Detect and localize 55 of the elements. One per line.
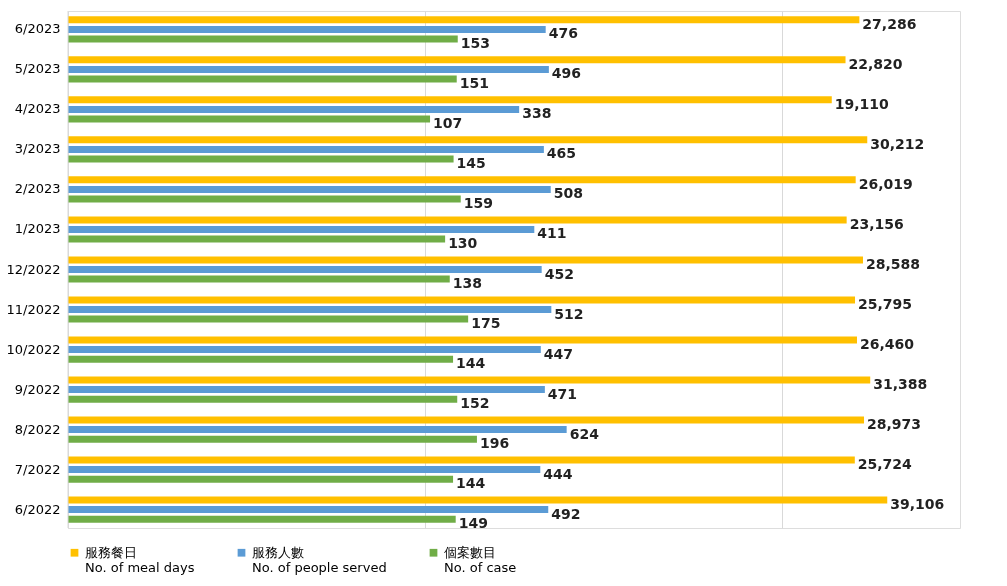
y-tick-label: 8/2022 [14,421,61,437]
data-label: 151 [459,75,489,92]
data-label: 447 [543,345,574,362]
data-label: 19,110 [834,95,890,112]
data-label: 196 [479,435,510,452]
data-label: 28,973 [867,415,922,432]
data-label: 26,460 [859,335,915,352]
data-label: 508 [553,185,583,202]
data-label: 25,724 [857,455,913,472]
data-label: 25,795 [858,295,913,312]
data-label: 30,212 [870,135,925,152]
y-tick-label: 9/2022 [14,381,61,397]
data-label: 444 [543,465,573,482]
data-label: 130 [448,235,478,252]
data-label: 624 [569,425,600,442]
legend-label: 個案數目 No. of case [444,544,517,575]
y-tick-label: 10/2022 [6,341,61,357]
y-tick-label: 6/2022 [14,501,61,517]
data-label: 23,156 [849,215,904,232]
y-tick-label: 1/2023 [14,221,61,237]
data-label: 144 [456,475,486,492]
data-label: 471 [547,385,578,402]
data-label: 175 [471,315,501,332]
data-label: 39,106 [890,495,945,512]
y-tick-label: 6/2023 [14,21,61,37]
data-label: 144 [456,355,486,372]
data-label: 27,286 [862,15,917,32]
data-label: 512 [554,305,584,322]
data-label: 149 [458,515,488,532]
data-label: 411 [537,225,567,242]
y-tick-label: 2/2023 [14,181,61,197]
data-label: 31,388 [873,375,928,392]
data-label: 496 [551,65,582,82]
data-label: 452 [544,265,574,282]
data-label: 465 [546,145,577,162]
y-tick-label: 11/2022 [6,301,61,317]
legend-label: 服務人數 No. of people served [252,544,387,575]
legend-label: 服務餐日 No. of meal days [85,544,195,575]
data-label: 138 [452,275,482,292]
data-label: 492 [551,505,581,522]
data-label: 153 [460,35,490,52]
data-label: 26,019 [858,175,913,192]
y-tick-label: 5/2023 [14,61,61,77]
data-label: 22,820 [848,55,903,72]
y-tick-label: 4/2023 [14,101,61,117]
data-label: 338 [522,105,552,122]
data-label: 152 [460,395,490,412]
data-label: 107 [433,115,463,132]
data-label: 28,588 [865,255,921,272]
y-tick-label: 12/2022 [6,261,61,277]
data-label: 145 [456,155,486,172]
data-label: 159 [463,195,493,212]
y-tick-label: 3/2023 [14,141,61,157]
y-tick-label: 7/2022 [14,461,61,477]
data-label: 476 [548,25,578,42]
